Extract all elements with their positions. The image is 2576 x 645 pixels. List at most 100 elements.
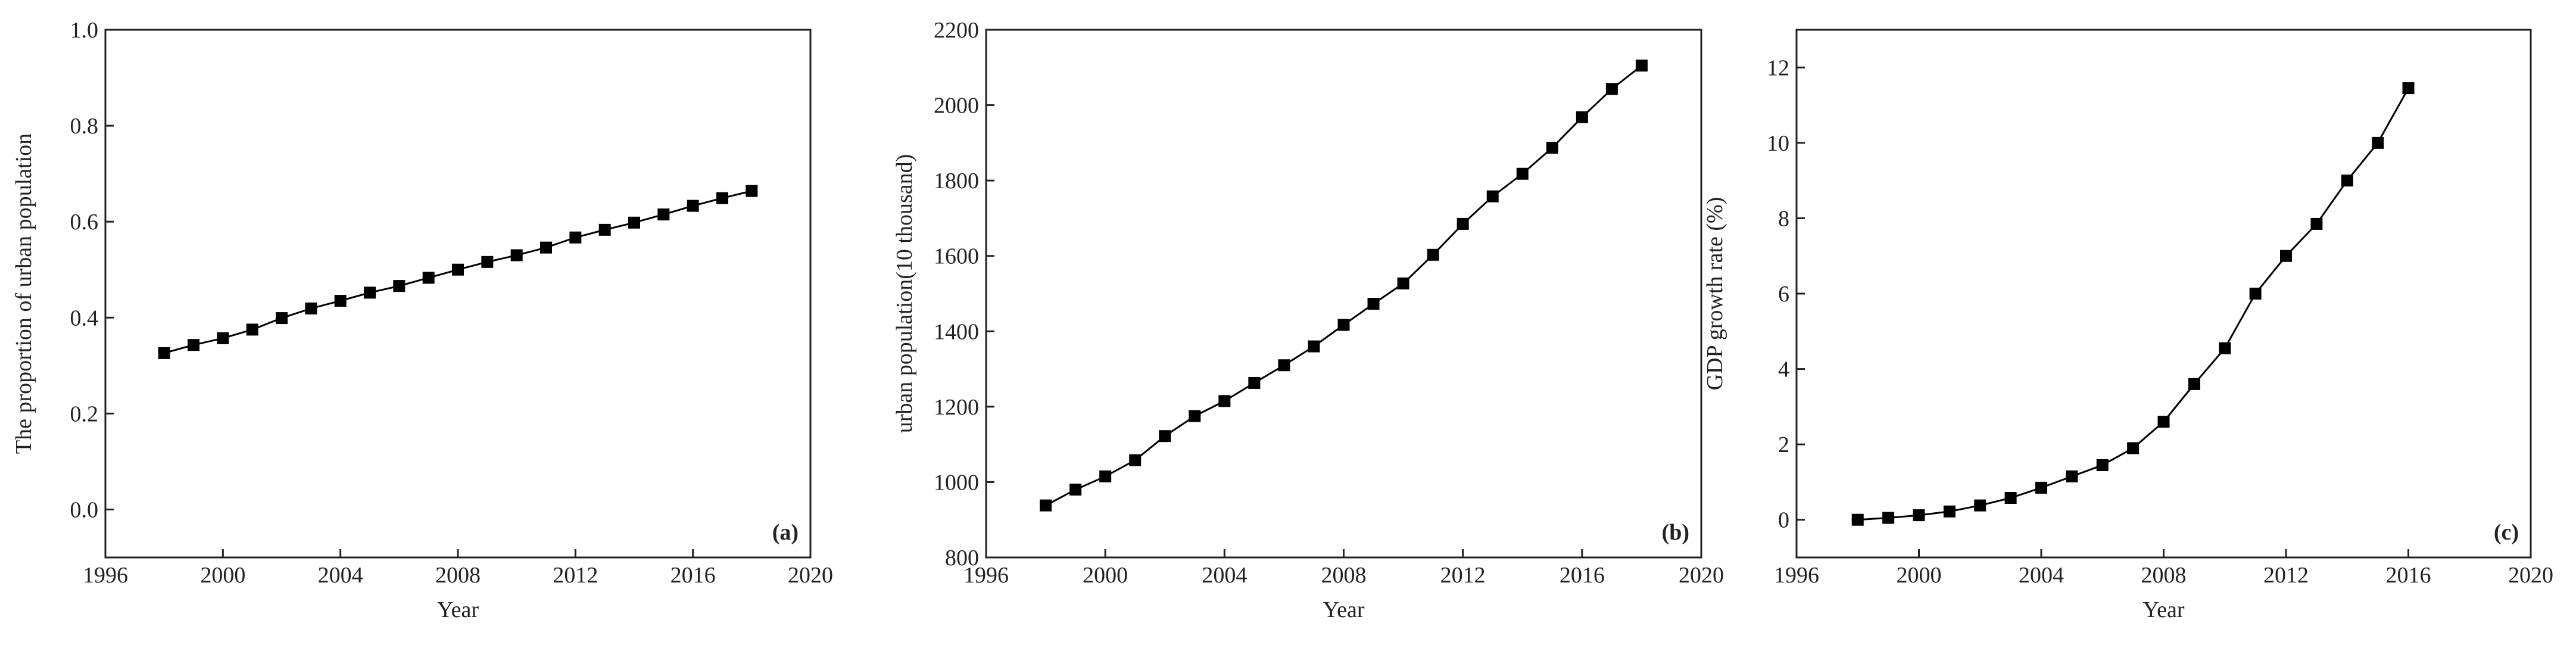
x-tick-label: 2012 xyxy=(2263,563,2309,588)
marker xyxy=(481,255,494,268)
marker xyxy=(2096,459,2109,471)
x-tick-label: 2012 xyxy=(1440,563,1486,588)
marker xyxy=(1635,60,1648,72)
marker xyxy=(305,302,317,314)
x-tick-label: 2008 xyxy=(435,563,481,588)
marker xyxy=(1516,167,1529,180)
y-tick-label: 0.0 xyxy=(70,497,99,522)
marker xyxy=(716,192,728,204)
marker xyxy=(2066,470,2078,482)
y-tick-label: 0.8 xyxy=(70,114,99,139)
marker xyxy=(2402,82,2415,95)
y-tick-label: 1600 xyxy=(934,244,979,269)
panel-label: (b) xyxy=(1662,520,1689,545)
marker xyxy=(1486,190,1499,202)
marker xyxy=(687,200,699,212)
marker xyxy=(422,272,435,284)
y-tick-label: 0.6 xyxy=(70,210,99,235)
y-tick-label: 1000 xyxy=(934,470,979,495)
marker xyxy=(1913,509,1925,522)
marker xyxy=(1605,83,1618,95)
marker xyxy=(598,223,611,236)
marker xyxy=(1189,410,1201,422)
y-tick-label: 10 xyxy=(1767,131,1789,156)
x-tick-label: 2000 xyxy=(1897,563,1942,588)
y-axis-title: GDP growth rate (%) xyxy=(1702,197,1727,391)
marker xyxy=(2310,217,2323,230)
x-tick-label: 2020 xyxy=(1679,563,1724,588)
x-tick-label: 2008 xyxy=(1321,563,1367,588)
marker xyxy=(2004,492,2017,504)
y-tick-label: 1.0 xyxy=(70,18,99,43)
marker xyxy=(540,241,552,254)
line xyxy=(1045,64,1642,506)
marker xyxy=(2280,250,2292,262)
y-tick-label: 2200 xyxy=(934,18,979,43)
y-tick-label: 1400 xyxy=(934,319,979,344)
marker xyxy=(452,263,464,276)
x-tick-label: 2020 xyxy=(788,563,833,588)
marker xyxy=(1974,499,1986,512)
x-tick-label: 2016 xyxy=(670,563,716,588)
y-tick-label: 12 xyxy=(1767,55,1789,80)
marker xyxy=(628,216,640,229)
x-tick-label: 2020 xyxy=(2508,563,2553,588)
y-tick-label: 2000 xyxy=(934,94,979,119)
marker xyxy=(1576,111,1588,123)
marker xyxy=(1546,142,1558,154)
y-tick-label: 4 xyxy=(1778,357,1789,382)
x-tick-label: 2004 xyxy=(2019,563,2064,588)
x-tick-label: 2000 xyxy=(200,563,245,588)
x-tick-label: 2008 xyxy=(2141,563,2187,588)
marker xyxy=(2249,288,2262,300)
y-tick-label: 0.2 xyxy=(70,401,99,426)
marker xyxy=(1218,395,1231,407)
marker xyxy=(1099,470,1112,482)
marker xyxy=(1069,484,1082,496)
marker xyxy=(657,208,670,221)
y-tick-label: 0.4 xyxy=(70,306,99,331)
y-tick-label: 1200 xyxy=(934,395,979,420)
marker xyxy=(1882,512,1895,524)
y-tick-label: 800 xyxy=(945,546,979,571)
x-tick-label: 2000 xyxy=(1083,563,1128,588)
x-axis-title: Year xyxy=(2142,597,2184,622)
x-axis-title: Year xyxy=(1323,597,1364,622)
marker xyxy=(1851,513,1864,526)
marker xyxy=(569,231,582,244)
x-tick-label: 1996 xyxy=(1774,563,1819,588)
marker xyxy=(364,286,376,299)
x-tick-label: 1996 xyxy=(963,563,1009,588)
marker xyxy=(2219,342,2231,354)
marker xyxy=(2188,378,2200,390)
marker xyxy=(746,185,758,197)
marker xyxy=(1427,248,1439,261)
x-tick-label: 2016 xyxy=(1560,563,1605,588)
panel-label: (a) xyxy=(772,520,799,545)
y-tick-label: 6 xyxy=(1778,282,1789,307)
y-tick-label: 2 xyxy=(1778,432,1789,457)
x-tick-label: 2004 xyxy=(318,563,363,588)
marker xyxy=(1367,298,1380,310)
marker xyxy=(2035,481,2047,494)
marker xyxy=(217,332,229,344)
marker xyxy=(2157,416,2170,428)
marker xyxy=(2372,136,2384,149)
marker xyxy=(1397,277,1409,289)
plot-frame xyxy=(1795,29,2532,559)
marker xyxy=(1337,319,1350,331)
marker xyxy=(1040,499,1052,512)
x-tick-label: 2016 xyxy=(2386,563,2431,588)
y-tick-label: 0 xyxy=(1778,508,1789,533)
marker xyxy=(334,295,347,307)
y-axis-title: The proportion of urban population xyxy=(11,133,36,454)
panel-label: (c) xyxy=(2494,520,2519,545)
marker xyxy=(2127,442,2140,454)
marker xyxy=(276,312,288,325)
y-axis-title: urban population(10 thousand) xyxy=(892,154,917,434)
x-tick-label: 2004 xyxy=(1202,563,1247,588)
marker xyxy=(510,249,523,261)
plot-frame xyxy=(985,29,1702,559)
marker xyxy=(246,323,258,336)
